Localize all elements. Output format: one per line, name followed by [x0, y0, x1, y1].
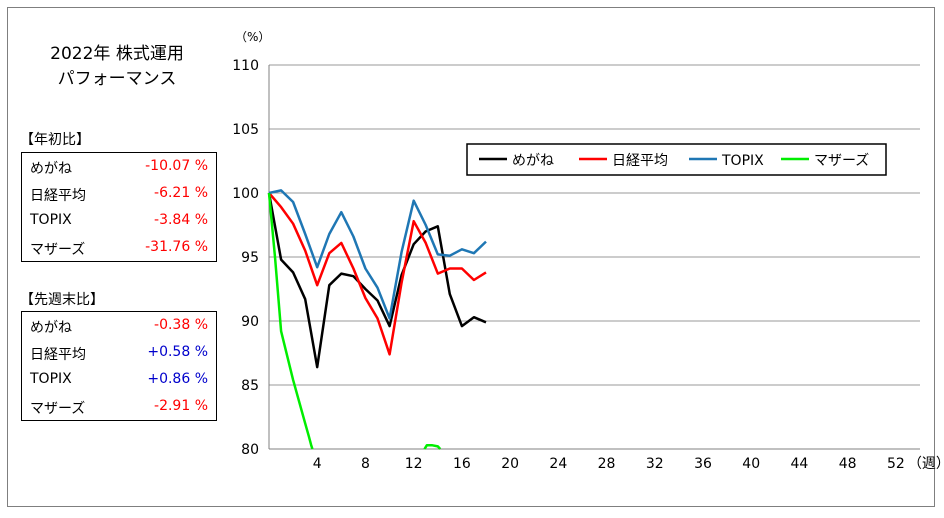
- wow-header: 【先週末比】: [20, 292, 104, 308]
- summary-row: TOPIX +0.86 %: [22, 366, 216, 393]
- legend-label: めがね: [512, 153, 554, 169]
- legend-label: マザーズ: [814, 153, 869, 169]
- wow-table: めがね -0.38 % 日経平均 +0.58 % TOPIX +0.86 % マザーズ -2.…: [21, 311, 217, 421]
- summary-row-value: -3.84 %: [154, 212, 208, 228]
- summary-row-name: 日経平均: [30, 347, 86, 363]
- legend-box: [466, 143, 887, 176]
- summary-row-value: +0.86 %: [147, 371, 208, 387]
- series-line: [267, 192, 487, 369]
- y-tick-labels: 80 85 90 95 100 105 110: [232, 58, 259, 458]
- legend: めがね 日経平均 TOPIX マザーズ: [466, 143, 887, 176]
- summary-row: TOPIX -3.84 %: [22, 207, 216, 234]
- summary-row-value: -10.07 %: [145, 158, 208, 174]
- y-tick-label: 95: [241, 250, 259, 266]
- summary-row-value: -6.21 %: [154, 185, 208, 201]
- legend-label: TOPIX: [721, 153, 764, 169]
- y-tick-label: 105: [232, 122, 259, 138]
- summary-row-value: -0.38 %: [154, 317, 208, 333]
- x-tick-label: 48: [839, 456, 857, 472]
- summary-row-name: マザーズ: [30, 242, 86, 258]
- summary-row: めがね -0.38 %: [22, 312, 216, 339]
- summary-row-name: 日経平均: [30, 188, 86, 204]
- x-tick-label: 40: [742, 456, 760, 472]
- summary-row-value: -31.76 %: [145, 239, 208, 255]
- ytd-header: 【年初比】: [20, 132, 90, 148]
- y-tick-label: 110: [232, 58, 259, 74]
- series-line: [267, 192, 314, 450]
- x-tick-label: 4: [313, 456, 322, 472]
- x-tick-label: 36: [694, 456, 712, 472]
- x-tick-label: 44: [791, 456, 809, 472]
- summary-row: マザーズ -31.76 %: [22, 234, 216, 261]
- x-tick-label: 24: [549, 456, 567, 472]
- summary-row: マザーズ -2.91 %: [22, 393, 216, 420]
- summary-row-value: -2.91 %: [154, 398, 208, 414]
- grid-lines: [269, 64, 920, 386]
- x-tick-label: 28: [598, 456, 616, 472]
- y-tick-label: 100: [232, 186, 259, 202]
- summary-row-name: めがね: [30, 320, 72, 336]
- summary-row: めがね -10.07 %: [22, 153, 216, 180]
- summary-row: 日経平均 +0.58 %: [22, 339, 216, 366]
- legend-label: 日経平均: [612, 153, 668, 169]
- summary-row-value: +0.58 %: [147, 344, 208, 360]
- x-tick-label: 32: [646, 456, 664, 472]
- axes: （%）: [235, 30, 920, 450]
- series-line: [268, 192, 487, 356]
- summary-row-name: マザーズ: [30, 401, 86, 417]
- y-tick-label: 90: [241, 314, 259, 330]
- chart-title: 2022年 株式運用 パフォーマンス: [22, 42, 212, 92]
- series-line: [268, 189, 487, 320]
- y-unit-label: （%）: [235, 30, 270, 44]
- series-line: [423, 443, 442, 450]
- title-line-1: 2022年 株式運用: [50, 44, 184, 64]
- x-tick-label: 8: [361, 456, 370, 472]
- x-tick-label: 16: [453, 456, 471, 472]
- x-unit-label: （週）: [908, 456, 944, 472]
- x-tick-label: 20: [501, 456, 519, 472]
- x-tick-label: 12: [405, 456, 423, 472]
- summary-row-name: TOPIX: [30, 212, 72, 228]
- y-tick-label: 85: [241, 378, 259, 394]
- title-line-2: パフォーマンス: [57, 69, 177, 89]
- y-tick-label: 80: [241, 442, 259, 458]
- summary-row-name: めがね: [30, 161, 72, 177]
- summary-row: 日経平均 -6.21 %: [22, 180, 216, 207]
- ytd-table: めがね -10.07 % 日経平均 -6.21 % TOPIX -3.84 % マザーズ -3…: [21, 152, 217, 262]
- chart-frame: [7, 7, 935, 507]
- summary-row-name: TOPIX: [30, 371, 72, 387]
- series-lines: [267, 189, 487, 450]
- x-tick-label: 52: [887, 456, 905, 472]
